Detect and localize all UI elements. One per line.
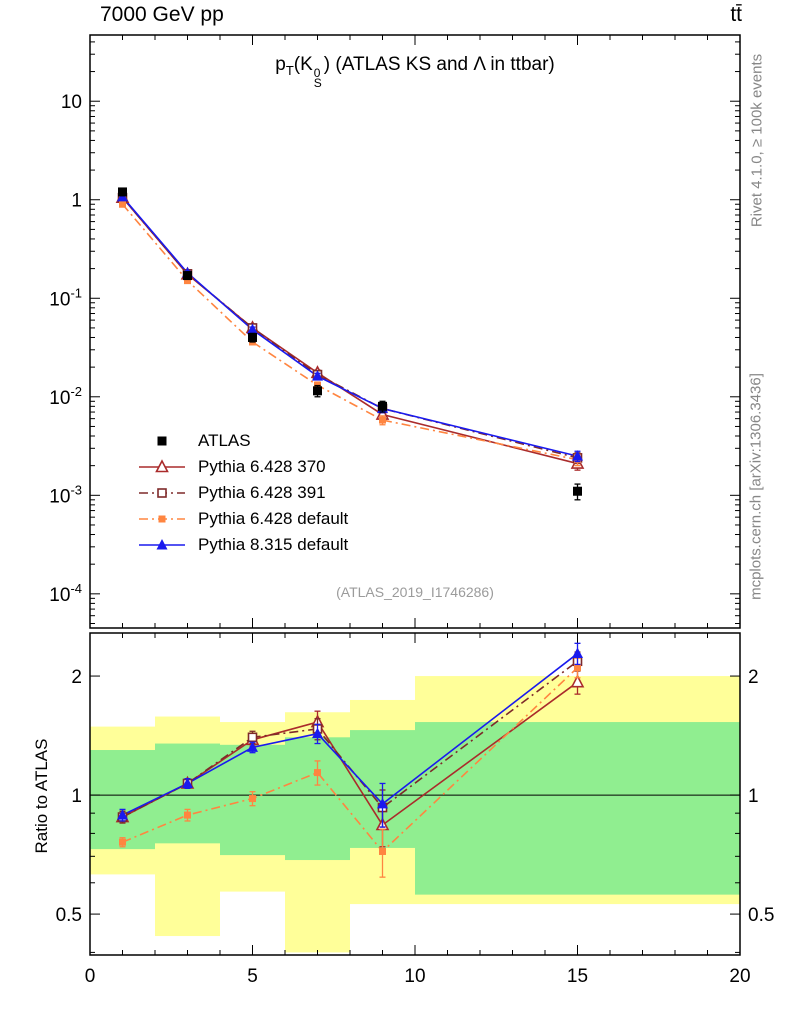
top-points-atlas [118,187,582,501]
ratio-line-pythia-6-428-default [122,667,579,853]
top-points-pythia-8-315-default [117,190,583,463]
tick-label: 10 [404,966,425,987]
top-line-pythia-8-315-default [121,196,578,457]
legend-item-pythia-6-428-370: Pythia 6.428 370 [138,457,348,476]
legend-marker-pythia-6-428-391 [139,488,185,498]
legend: ATLAS Pythia 6.428 370 Pythia 6.428 391 Pyt… [138,431,349,554]
legend-label: Pythia 6.428 391 [198,483,326,502]
tick-label: 2 [71,667,82,688]
tick-label: 15 [567,966,588,987]
tick-label: 1 [71,786,82,807]
tick-label: 10-3 [49,482,82,507]
process-label: tt̄ [730,3,742,26]
tick-label: 10-2 [49,384,82,409]
legend-item-pythia-6-428-391: Pythia 6.428 391 [138,483,348,502]
title-observable: pT(K 0 S) (ATLAS KS and Λ in ttbar) [275,54,555,90]
ratio-points-pythia-8-315-default [117,642,583,828]
legend-marker-pythia-8-315-default [139,539,185,550]
tick-label: 1 [748,786,759,807]
tick-label: 0 [85,966,96,987]
legend-label: Pythia 6.428 default [198,509,349,528]
tick-label: 2 [748,667,759,688]
green-band-bin [155,743,220,844]
green-band-bin [415,722,740,895]
top-points-pythia-6-428-default [119,200,581,467]
beam-energy-label: 7000 GeV pp [100,3,224,26]
ratio-axis-label: Ratio to ATLAS [32,738,51,854]
legend-marker-pythia-6-428-default [139,515,185,523]
legend-item-pythia-8-315-default: Pythia 8.315 default [138,535,349,554]
legend-label: Pythia 8.315 default [198,535,349,554]
tick-label: 10 [61,92,82,113]
mcplots-attribution-label: mcplots.cern.ch [arXiv:1306.3436] [747,373,765,600]
tick-label: 5 [247,966,258,987]
tick-label: 20 [729,966,750,987]
legend-marker-pythia-6-428-370 [139,459,185,473]
legend-label: Pythia 6.428 370 [198,457,326,476]
tick-label: 1 [71,191,82,212]
ratio-points-pythia-6-428-default [119,657,581,878]
rivet-version-label: Rivet 4.1.0, ≥ 100k events [748,53,766,228]
legend-label: ATLAS [198,431,251,450]
tick-label: 0.5 [56,905,82,926]
legend-item-pythia-6-428-default: Pythia 6.428 default [138,509,349,528]
plot-title: pT(K 0 S) (ATLAS KS and Λ in ttbar) [90,54,740,90]
top-panel-frame [89,34,741,629]
top-points-pythia-6-428-370 [115,189,585,471]
legend-marker-atlas [157,436,167,446]
tick-label: 10-1 [49,285,82,310]
top-line-pythia-6-428-370 [121,197,578,465]
top-line-pythia-6-428-391 [121,197,578,459]
tick-label: 0.5 [748,905,774,926]
analysis-watermark: (ATLAS_2019_I1746286) [336,584,494,600]
tick-label: 10-4 [49,581,82,606]
ratio-line-pythia-8-315-default [122,652,578,816]
top-line-pythia-6-428-default [121,203,578,461]
ratio-panel-frame [89,632,741,956]
top-points-pythia-6-428-391 [117,192,583,465]
legend-item-atlas: ATLAS [138,431,348,450]
green-band-bin [90,750,155,850]
